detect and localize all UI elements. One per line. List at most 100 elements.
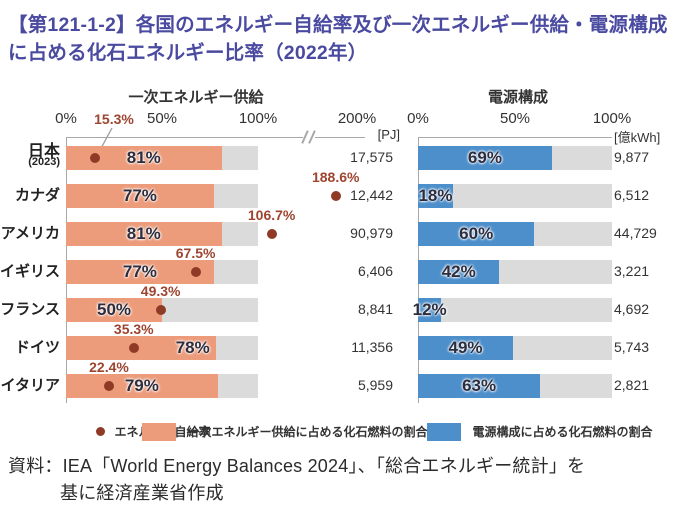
self-sufficiency-value-label: 35.3% [113,321,154,337]
primary-energy-total-value: 8,841 [357,301,393,317]
primary-energy-total-value: 12,442 [350,187,393,203]
self-sufficiency-value-label: 106.7% [247,207,296,223]
primary-energy-bar-value-label: 78% [175,338,210,357]
power-mix-bar-fill: 49% [418,336,514,360]
country-label: ドイツ [14,339,60,356]
power-mix-bar-value-label: 42% [441,262,476,281]
left-axis-line-seg1 [66,137,303,138]
country-label: イギリス [0,263,61,280]
power-generation-total-value: 9,877 [614,149,650,165]
power-mix-bar-track: 60% [418,222,612,246]
power-mix-bar-track: 18% [418,184,612,208]
power-generation-total-value: 5,743 [614,339,650,355]
left-axis-unit: [PJ] [377,127,400,142]
primary-energy-bar-track: 77% [66,260,258,284]
self-sufficiency-dot [90,153,101,163]
power-generation-total-value: 3,221 [614,263,650,279]
power-mix-bar-fill: 63% [418,374,541,398]
legend-item-power-fossil: 電源構成に占める化石燃料の割合 [427,423,652,441]
self-sufficiency-dot [104,381,114,391]
primary-energy-bar-value-label: 81% [126,148,161,167]
self-sufficiency-value-label: 15.3% [94,111,134,127]
right-axis-line [418,137,612,138]
power-mix-bar-value-label: 69% [467,148,502,167]
right-axis-unit: [億kWh] [614,130,661,145]
self-sufficiency-dot [330,191,341,201]
country-label: カナダ [14,187,60,204]
legend-label: 電源構成に占める化石燃料の割合 [472,425,653,439]
orange-swatch-icon [142,423,176,441]
primary-energy-total-value: 5,959 [357,377,393,393]
blue-swatch-icon [427,423,461,441]
primary-energy-bar-fill: 79% [66,374,218,398]
primary-energy-bar-track: 81% [66,146,258,170]
country-label: フランス [0,301,60,318]
primary-energy-total-value: 6,406 [357,263,393,279]
primary-energy-bar-fill: 81% [66,146,222,170]
power-mix-bar-value-label: 12% [412,300,447,319]
self-sufficiency-value-label: 22.4% [89,359,129,375]
power-mix-bar-track: 69% [418,146,612,170]
primary-energy-bar-fill: 77% [66,260,214,284]
source-line-1: 資料：IEA「World Energy Balances 2024」、「総合エネ… [8,456,586,476]
power-mix-bar-fill: 18% [418,184,453,208]
self-sufficiency-dot [266,229,277,239]
primary-energy-bar-track: 81% [66,222,258,246]
self-sufficiency-dot [128,343,139,353]
self-sufficiency-dot [155,305,166,315]
primary-energy-bar-track: 79% [66,374,258,398]
right-axis-tick-label: 0% [407,110,429,127]
power-mix-bar-track: 49% [418,336,612,360]
primary-energy-bar-value-label: 50% [96,300,132,319]
legend-item-primary-fossil: 一次エネルギー供給に占める化石燃料の割合 [142,423,427,441]
primary-energy-bar-fill: 50% [66,298,162,322]
left-axis-tick-label: 200% [337,110,377,127]
self-sufficiency-value-label: 67.5% [175,245,216,261]
power-generation-total-value: 44,729 [614,225,657,241]
power-mix-bar-value-label: 49% [448,338,483,357]
left-axis-tick-label: 100% [238,110,278,127]
power-mix-bar-fill: 12% [413,298,447,322]
power-mix-bar-fill: 69% [418,146,552,170]
power-mix-bar-track: 63% [418,374,612,398]
figure-title: 【第121-1-2】各国のエネルギー自給率及び一次エネルギー供給・電源構成に占め… [8,14,668,64]
primary-energy-bar-value-label: 81% [126,224,161,243]
right-chart-header: 電源構成 [487,89,549,106]
power-generation-total-value: 2,821 [614,377,650,393]
legend-label: 一次エネルギー供給に占める化石燃料の割合 [187,425,428,439]
primary-energy-bar-value-label: 79% [124,376,159,395]
primary-energy-bar-value-label: 77% [122,262,157,281]
self-sufficiency-value-label: 188.6% [311,169,360,185]
power-mix-bar-value-label: 60% [459,224,494,243]
power-mix-bar-fill: 60% [418,222,535,246]
left-axis-tick-label: 0% [55,110,77,127]
right-axis-tick-label: 50% [499,110,531,127]
power-generation-total-value: 4,692 [614,301,650,317]
primary-energy-total-value: 17,575 [350,149,393,165]
power-generation-total-value: 6,512 [614,187,650,203]
country-label: イタリア [0,377,60,394]
country-label-note: (2023) [28,156,60,168]
primary-energy-bar-fill: 78% [66,336,216,360]
right-axis-tick-label: 100% [592,110,632,127]
power-mix-bar-fill: 42% [418,260,500,284]
power-mix-bar-value-label: 18% [418,186,453,205]
self-sufficiency-value-label: 49.3% [140,283,181,299]
primary-energy-bar-track: 77% [66,184,258,208]
country-label: 日本 (2023) [0,143,60,168]
primary-energy-total-value: 90,979 [350,225,393,241]
self-sufficiency-dot-icon [96,427,105,436]
primary-energy-bar-track: 78% [66,336,258,360]
source-line-2: 基に経済産業省作成 [60,483,224,503]
left-axis-line-seg2 [315,137,365,138]
self-sufficiency-dot [190,267,201,277]
power-mix-bar-value-label: 63% [462,376,497,395]
primary-energy-bar-fill: 77% [66,184,214,208]
country-label: アメリカ [0,225,60,242]
power-mix-bar-track: 12% [413,298,612,322]
primary-energy-total-value: 11,356 [351,339,393,355]
primary-energy-bar-value-label: 77% [122,186,157,205]
power-mix-bar-track: 42% [418,260,612,284]
primary-energy-bar-fill: 81% [66,222,222,246]
left-axis-tick-label: 50% [146,110,178,127]
